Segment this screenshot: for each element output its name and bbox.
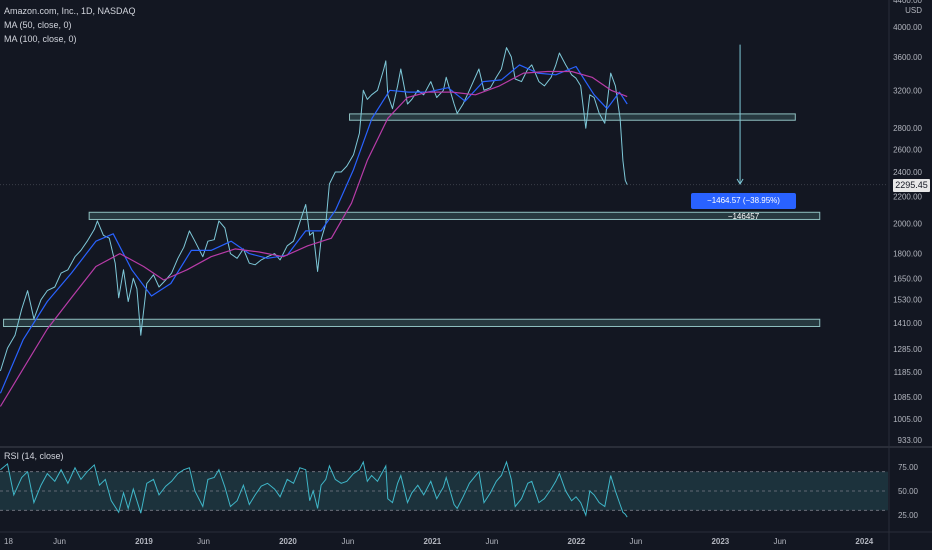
price-tick-label: 1410.00 <box>893 319 922 328</box>
price-tick-label: 2600.00 <box>893 145 922 154</box>
time-tick-label: 2021 <box>423 537 441 546</box>
rsi-legend[interactable]: RSI (14, close) <box>4 451 64 461</box>
price-line <box>0 47 628 372</box>
time-tick-label: Jun <box>341 537 354 546</box>
price-tick-label: 4400.00 <box>893 0 922 5</box>
time-tick-label: 18 <box>4 537 13 546</box>
ma50-line <box>0 64 628 394</box>
time-tick-label: Jun <box>197 537 210 546</box>
ma100-legend[interactable]: MA (100, close, 0) <box>4 34 77 44</box>
price-tick-label: 2800.00 <box>893 124 922 133</box>
time-tick-label: Jun <box>773 537 786 546</box>
time-tick-label: Jun <box>629 537 642 546</box>
time-axis: 18 Jun 2019 Jun 2020 Jun 2021 Jun 2022 Jun 2023 Jun… <box>4 537 874 546</box>
rsi-tick-label: 75.00 <box>898 463 919 472</box>
time-tick-label: 2019 <box>135 537 153 546</box>
currency-label: USD <box>905 6 922 15</box>
price-tick-label: 2000.00 <box>893 220 922 229</box>
rsi-tick-label: 25.00 <box>898 511 919 520</box>
price-tick-label: 2400.00 <box>893 168 922 177</box>
chart-legend: Amazon.com, Inc., 1D, NASDAQ MA (50, clo… <box>4 4 136 46</box>
price-tick-label: 1085.00 <box>893 393 922 402</box>
time-tick-label: 2020 <box>279 537 297 546</box>
price-tick-label: 1800.00 <box>893 250 922 259</box>
price-tick-label: 933.00 <box>898 436 923 445</box>
price-tick-label: 3600.00 <box>893 53 922 62</box>
time-tick-label: 2022 <box>567 537 585 546</box>
rsi-line <box>0 460 628 518</box>
price-tick-label: 3200.00 <box>893 86 922 95</box>
price-tick-label: 2200.00 <box>893 193 922 202</box>
symbol-title[interactable]: Amazon.com, Inc., 1D, NASDAQ <box>4 6 136 16</box>
price-tick-label: 4000.00 <box>893 23 922 32</box>
ma100-line <box>0 70 628 407</box>
ma50-legend[interactable]: MA (50, close, 0) <box>4 20 72 30</box>
measure-label[interactable]: −1464.57 (−38.95%) −146457 <box>691 193 796 221</box>
support-zone-3 <box>3 318 821 327</box>
rsi-axis: 75.00 50.00 25.00 <box>898 463 919 520</box>
support-zone-1 <box>349 113 796 121</box>
price-tick-label: 1650.00 <box>893 274 922 283</box>
last-price-tag: 2295.45 <box>893 179 930 192</box>
price-tick-label: 1005.00 <box>893 415 922 424</box>
price-axis: 4400.00 4000.00 3600.00 3200.00 2800.00 2600.… <box>893 0 922 445</box>
time-tick-label: 2023 <box>711 537 729 546</box>
time-tick-label: 2024 <box>855 537 873 546</box>
price-tick-label: 1185.00 <box>894 368 923 377</box>
time-tick-label: Jun <box>485 537 498 546</box>
time-tick-label: Jun <box>53 537 66 546</box>
support-zone-2 <box>88 211 821 220</box>
price-tick-label: 1530.00 <box>893 296 922 305</box>
price-tick-label: 1285.00 <box>893 345 922 354</box>
measure-arrow-head <box>736 178 744 186</box>
rsi-tick-label: 50.00 <box>898 487 919 496</box>
